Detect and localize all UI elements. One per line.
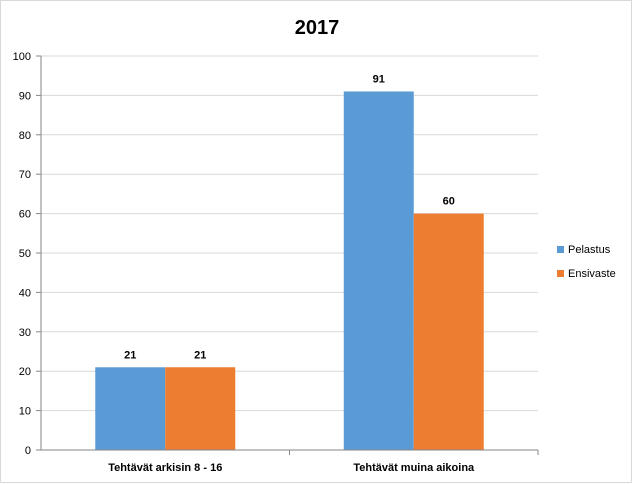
y-tick-label: 20 [19, 366, 31, 378]
legend-label: Ensivaste [568, 268, 616, 280]
x-category-label: Tehtävät muina aikoina [353, 462, 475, 474]
legend-swatch [557, 246, 564, 253]
y-tick-label: 80 [19, 130, 31, 142]
bar-pelastus-1 [343, 91, 414, 451]
y-tick-label: 90 [19, 90, 31, 102]
bars [95, 91, 484, 451]
y-tick-label: 100 [13, 51, 31, 63]
bar-pelastus-0 [95, 367, 166, 450]
x-axis-categories: Tehtävät arkisin 8 - 16 Tehtävät muina ai… [108, 462, 475, 474]
y-tick-label: 50 [19, 248, 31, 260]
y-tick-label: 70 [19, 169, 31, 181]
data-label: 21 [194, 349, 206, 361]
axes [36, 55, 539, 455]
y-tick-label: 60 [19, 209, 31, 221]
chart-title: 2017 [295, 17, 340, 39]
y-tick-label: 30 [19, 327, 31, 339]
data-label: 91 [373, 73, 385, 85]
y-tick-label: 0 [25, 445, 31, 457]
y-axis-ticks: 0 10 20 30 40 50 60 70 80 90 100 [13, 51, 31, 457]
data-labels: 21 21 91 60 [124, 73, 455, 361]
x-category-label: Tehtävät arkisin 8 - 16 [108, 462, 222, 474]
bar-ensivaste-1 [413, 213, 484, 450]
y-tick-label: 10 [19, 406, 31, 418]
data-label: 60 [443, 196, 455, 208]
data-label: 21 [124, 349, 136, 361]
legend: Pelastus Ensivaste [557, 244, 616, 280]
legend-label: Pelastus [568, 244, 611, 256]
bar-ensivaste-0 [165, 367, 236, 450]
legend-swatch [557, 270, 564, 277]
y-tick-label: 40 [19, 287, 31, 299]
